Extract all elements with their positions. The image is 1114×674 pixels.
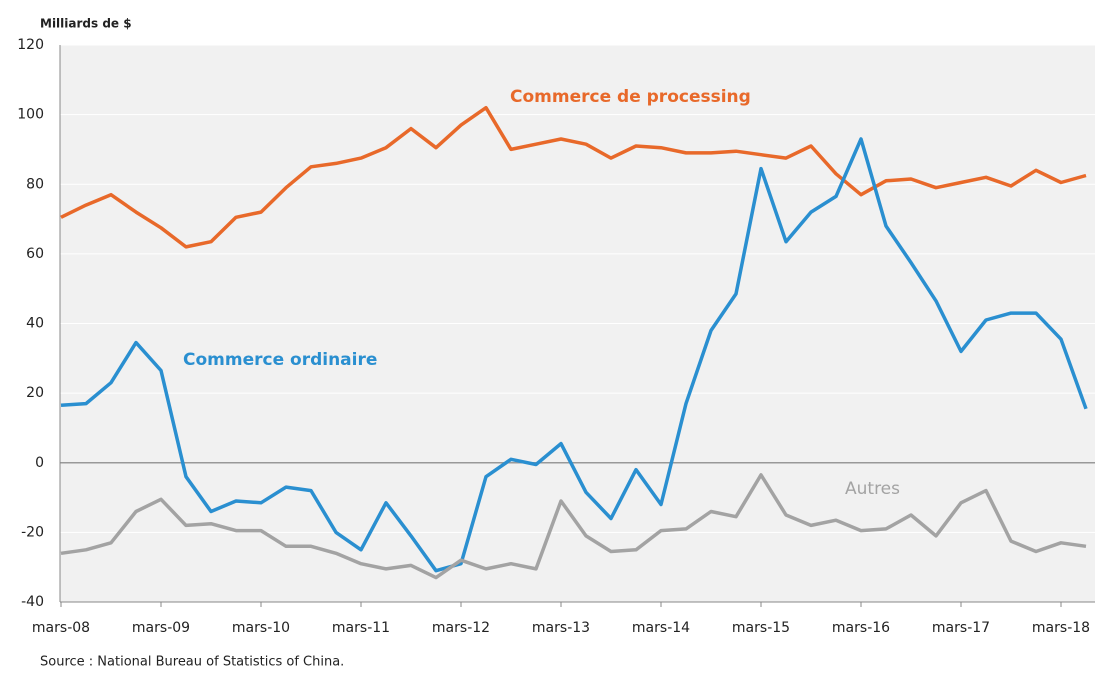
x-tick-label: mars-16 <box>832 620 890 636</box>
y-tick-label: 120 <box>17 37 44 53</box>
y-tick-label: -20 <box>21 524 44 540</box>
x-tick-label: mars-18 <box>1032 620 1090 636</box>
source-note: Source : National Bureau of Statistics o… <box>40 655 344 670</box>
series-line <box>60 137 1088 573</box>
series-line <box>60 105 1087 249</box>
x-tick-label: mars-12 <box>432 620 490 636</box>
y-tick-label: 60 <box>26 246 44 262</box>
y-tick-label: 0 <box>35 455 44 471</box>
series-label: Commerce ordinaire <box>183 350 377 370</box>
y-tick-label: 40 <box>26 316 44 332</box>
x-tick-label: mars-14 <box>632 620 690 636</box>
y-tick-label: 100 <box>17 107 44 123</box>
x-tick-label: mars-08 <box>32 620 90 636</box>
x-tick-label: mars-15 <box>732 620 790 636</box>
y-tick-label: 80 <box>26 176 44 192</box>
x-tick-label: mars-11 <box>332 620 390 636</box>
y-axis-label: Milliards de $ <box>40 17 132 31</box>
series-label: Autres <box>845 479 900 499</box>
x-tick-label: mars-09 <box>132 620 190 636</box>
x-tick-label: mars-10 <box>232 620 290 636</box>
series-line <box>60 473 1087 580</box>
x-tick-label: mars-17 <box>932 620 990 636</box>
y-tick-label: -40 <box>21 594 44 610</box>
series-label: Commerce de processing <box>510 87 751 107</box>
y-tick-label: 20 <box>26 385 44 401</box>
x-tick-label: mars-13 <box>532 620 590 636</box>
